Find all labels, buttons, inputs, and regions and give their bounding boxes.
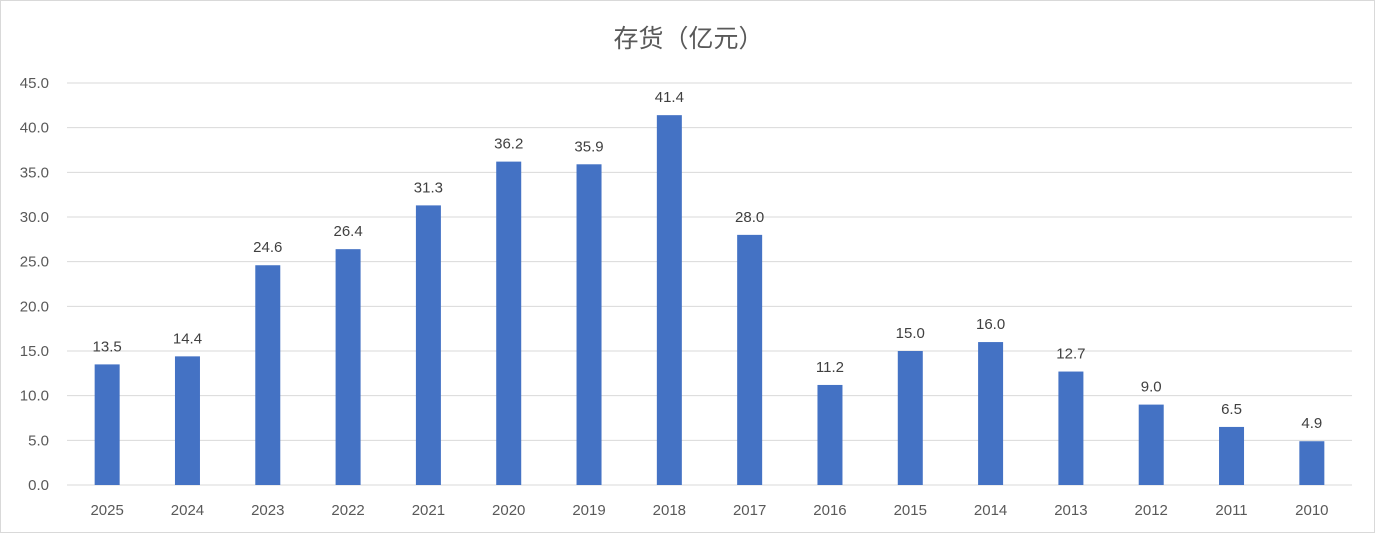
bar-2019 [576,164,602,485]
x-tick-label: 2019 [572,502,605,519]
bars [94,115,1325,486]
y-tick-label: 5.0 [28,432,49,449]
x-tick-label: 2014 [974,502,1007,519]
x-tick-label: 2020 [492,502,525,519]
bar-2023 [255,265,281,485]
data-label: 9.0 [1141,379,1162,396]
data-label: 4.9 [1301,415,1322,432]
x-tick-label: 2024 [171,502,204,519]
bar-2011 [1219,426,1245,485]
y-tick-label: 45.0 [20,75,49,92]
data-label: 41.4 [655,89,684,106]
y-tick-label: 10.0 [20,388,49,405]
bar-2018 [656,115,682,485]
x-tick-label: 2015 [894,502,927,519]
data-label: 6.5 [1221,401,1242,418]
axes: 0.0 5.0 10.0 15.0 20.0 25.0 30.0 35.0 40.0 45.0 20… [20,75,1329,519]
data-label: 24.6 [253,239,282,256]
bar-2017 [737,234,763,485]
data-label: 31.3 [414,179,443,196]
x-tick-label: 2016 [813,502,846,519]
data-label: 35.9 [574,138,603,155]
data-label: 16.0 [976,316,1005,333]
x-tick-label: 2011 [1215,502,1247,519]
x-tick-label: 2022 [331,502,364,519]
data-label: 36.2 [494,136,523,153]
bar-2012 [1138,404,1164,485]
x-tick-label: 2017 [733,502,766,519]
y-tick-label: 30.0 [20,209,49,226]
x-tick-label: 2010 [1295,502,1328,519]
bar-2025 [94,364,120,485]
bar-2020 [496,161,522,485]
x-tick-label: 2025 [90,502,123,519]
bar-2024 [174,356,200,485]
data-label: 28.0 [735,209,764,226]
y-tick-label: 40.0 [20,120,49,137]
bar-2014 [978,342,1004,485]
bar-2022 [335,249,361,485]
x-tick-label: 2012 [1135,502,1168,519]
x-tick-label: 2018 [653,502,686,519]
bar-2010 [1299,441,1325,485]
x-tick-label: 2013 [1054,502,1087,519]
x-tick-label: 2023 [251,502,284,519]
bar-2013 [1058,371,1084,485]
data-labels: 13.5 14.4 24.6 26.4 31.3 36.2 35.9 41.4 28.0 11.2… [93,89,1323,432]
data-label: 13.5 [93,338,122,355]
data-label: 11.2 [816,359,844,376]
data-label: 15.0 [896,325,925,342]
x-tick-label: 2021 [412,502,445,519]
bar-2015 [897,351,923,485]
data-label: 26.4 [333,223,362,240]
chart-title: 存货（亿元） [613,24,764,53]
bar-2016 [817,384,843,485]
y-tick-label: 0.0 [28,477,49,494]
y-tick-label: 25.0 [20,254,49,271]
y-tick-label: 15.0 [20,343,49,360]
y-tick-label: 35.0 [20,164,49,181]
y-tick-label: 20.0 [20,298,49,315]
data-label: 14.4 [173,330,202,347]
gridlines [67,82,1352,486]
data-label: 12.7 [1056,346,1085,363]
bar-2021 [415,205,441,486]
